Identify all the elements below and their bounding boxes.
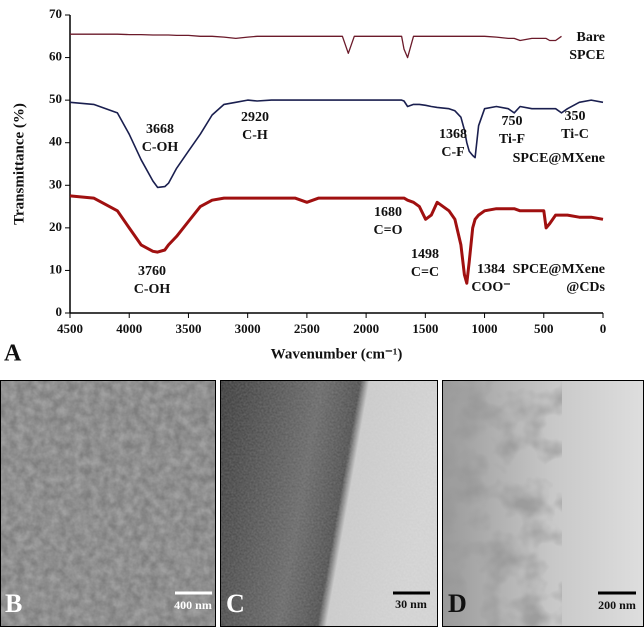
x-tick-label: 0: [600, 321, 607, 336]
panel-label: C: [226, 589, 245, 618]
tem-image: [220, 380, 438, 627]
annotation: 750: [502, 114, 523, 129]
annotation: C-H: [242, 128, 268, 143]
y-tick-label: 50: [49, 91, 62, 106]
x-tick-label: 4000: [116, 321, 142, 336]
annotation: C-OH: [134, 282, 171, 297]
y-tick-label: 0: [56, 304, 63, 319]
y-tick-label: 60: [49, 49, 62, 64]
annotation: Ti-F: [499, 132, 525, 147]
series-label: SPCE@MXene: [513, 151, 605, 166]
y-tick-label: 20: [49, 219, 62, 234]
y-tick-label: 70: [49, 6, 62, 21]
annotation: 1368: [439, 127, 467, 142]
annotation: 1498: [411, 247, 439, 262]
scale-bar-label: 400 nm: [174, 598, 212, 612]
series-line: [69, 194, 604, 285]
panel-label: B: [5, 589, 22, 618]
annotation: 3760: [138, 264, 166, 279]
y-tick-label: 30: [49, 176, 62, 191]
annotation: C-F: [441, 145, 464, 160]
annotation: 350: [565, 109, 586, 124]
x-axis-label: Wavenumber (cm⁻¹): [271, 346, 403, 362]
panel-label: A: [4, 341, 22, 367]
y-axis-label: Transmittance (%): [11, 103, 27, 225]
annotation: COO⁻: [471, 280, 510, 295]
annotation: 1384: [477, 262, 505, 277]
x-tick-label: 2000: [353, 321, 379, 336]
x-tick-label: 3000: [235, 321, 261, 336]
sem-image: [0, 380, 216, 627]
x-tick-label: 500: [534, 321, 554, 336]
x-tick-label: 4500: [57, 321, 83, 336]
series-line: [70, 33, 562, 59]
series-line: [69, 99, 604, 189]
series-label: Bare SPCE: [569, 30, 605, 63]
panel-label: D: [448, 589, 467, 618]
tem-image-2: [442, 380, 644, 627]
annotation: C=C: [411, 265, 439, 280]
x-tick-label: 1000: [472, 321, 498, 336]
annotation: C-OH: [142, 140, 179, 155]
x-tick-label: 3500: [175, 321, 201, 336]
annotation: 3668: [146, 122, 174, 137]
scale-bar-label: 30 nm: [395, 597, 427, 611]
annotation: C=O: [374, 223, 403, 238]
scale-bar-label: 200 nm: [598, 598, 636, 612]
y-tick-label: 40: [49, 134, 62, 149]
y-tick-label: 10: [49, 261, 62, 276]
x-tick-label: 2500: [294, 321, 320, 336]
series-label: SPCE@MXene @CDs: [513, 262, 606, 295]
annotation: 1680: [374, 205, 402, 220]
annotation: 2920: [241, 110, 269, 125]
x-tick-label: 1500: [412, 321, 438, 336]
annotation: Ti-C: [561, 127, 589, 142]
